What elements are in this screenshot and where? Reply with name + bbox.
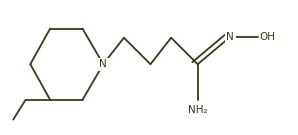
Text: OH: OH (260, 32, 276, 42)
Text: NH₂: NH₂ (188, 105, 207, 115)
Text: N: N (99, 59, 107, 69)
Text: N: N (226, 32, 234, 42)
